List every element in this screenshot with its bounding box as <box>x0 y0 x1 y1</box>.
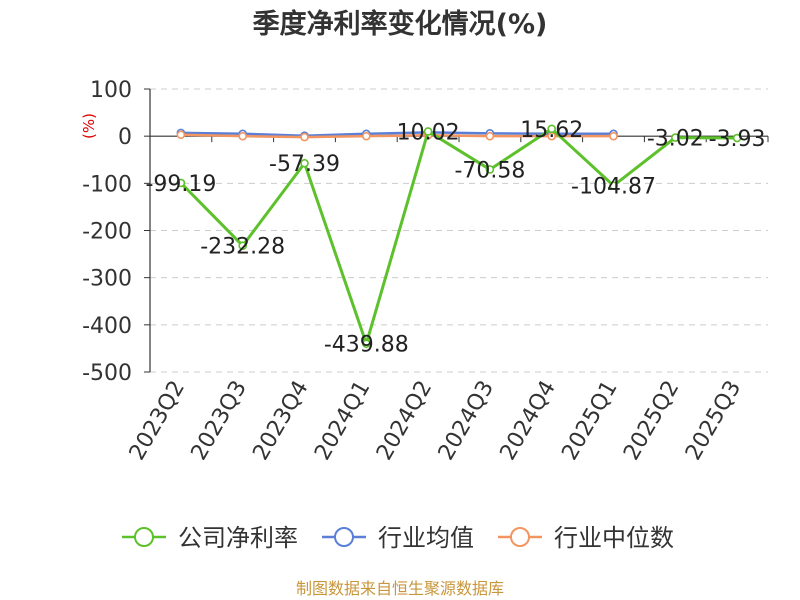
data-point <box>176 130 186 140</box>
legend-item[interactable]: 行业均值 <box>322 524 474 552</box>
x-tick-label: 2024Q4 <box>496 377 561 465</box>
data-label: -3.02 <box>647 127 704 152</box>
data-label: -99.19 <box>145 172 216 197</box>
data-point <box>238 241 247 251</box>
chart-title: 季度净利率变化情况(%) <box>253 8 548 40</box>
legend-marker <box>134 527 154 547</box>
legend-item[interactable]: 行业中位数 <box>498 524 674 552</box>
x-tick-label: 2025Q3 <box>681 377 746 465</box>
data-point <box>485 165 495 174</box>
legend-marker <box>510 527 530 547</box>
y-tick-label: 100 <box>90 78 132 103</box>
x-tick-label: 2024Q1 <box>310 377 375 465</box>
x-tick-label: 2025Q2 <box>619 377 684 465</box>
data-point <box>609 131 618 141</box>
x-tick-label: 2023Q3 <box>187 377 252 465</box>
grid-lines <box>150 88 768 373</box>
data-point <box>485 131 495 141</box>
data-point <box>547 124 557 134</box>
series-line-1 <box>180 131 614 137</box>
y-tick-label: -100 <box>82 172 132 197</box>
series-lines <box>176 124 742 348</box>
legend-label: 公司净利率 <box>178 524 298 552</box>
legend-label: 行业中位数 <box>554 524 674 552</box>
source-note: 制图数据来自恒生聚源数据库 <box>296 579 504 598</box>
data-point <box>300 132 309 142</box>
series-line-0 <box>179 127 738 346</box>
data-label: -3.93 <box>709 127 766 152</box>
x-tick-label: 2024Q3 <box>434 377 499 465</box>
data-point <box>670 133 680 142</box>
data-labels: -99.19 -232.28 -57.39 -439.88 10.02 -70.58 15.… <box>145 118 765 358</box>
data-label: 10.02 <box>397 120 460 145</box>
y-tick-labels: 100 0 -100 -200 -300 -400 -500 <box>82 78 132 386</box>
y-tick-label: -200 <box>82 220 132 245</box>
legend-label: 行业均值 <box>378 524 474 552</box>
x-tick-label: 2025Q1 <box>557 377 622 465</box>
data-point <box>238 131 247 141</box>
y-tick-label: -400 <box>82 314 132 339</box>
legend-marker <box>334 527 354 547</box>
data-label: -70.58 <box>454 158 525 183</box>
y-tick-label: -300 <box>82 267 132 292</box>
y-tick-label: 0 <box>118 125 132 150</box>
legend-item[interactable]: 公司净利率 <box>122 524 298 552</box>
data-point <box>423 127 433 136</box>
data-point <box>176 178 186 188</box>
data-point <box>361 339 371 348</box>
legend[interactable]: 公司净利率 行业均值 行业中位数 <box>122 524 674 552</box>
x-tick-label: 2024Q2 <box>372 376 437 464</box>
x-tick-label: 2023Q4 <box>248 377 313 465</box>
y-tick-label: -500 <box>82 361 132 386</box>
data-label: 15.62 <box>520 118 583 143</box>
data-point <box>361 131 371 141</box>
y-axis-unit: (%) <box>80 113 98 139</box>
data-label: -439.88 <box>324 333 409 358</box>
data-label: -57.39 <box>269 152 340 177</box>
data-label: -104.87 <box>571 175 656 200</box>
data-point <box>609 181 618 190</box>
data-label: -232.28 <box>200 235 285 260</box>
data-point <box>300 158 309 168</box>
data-point <box>732 133 742 143</box>
x-tick-labels: 2023Q22023Q32023Q42024Q12024Q22024Q32024… <box>125 376 747 464</box>
x-tick-label: 2023Q2 <box>125 377 190 465</box>
